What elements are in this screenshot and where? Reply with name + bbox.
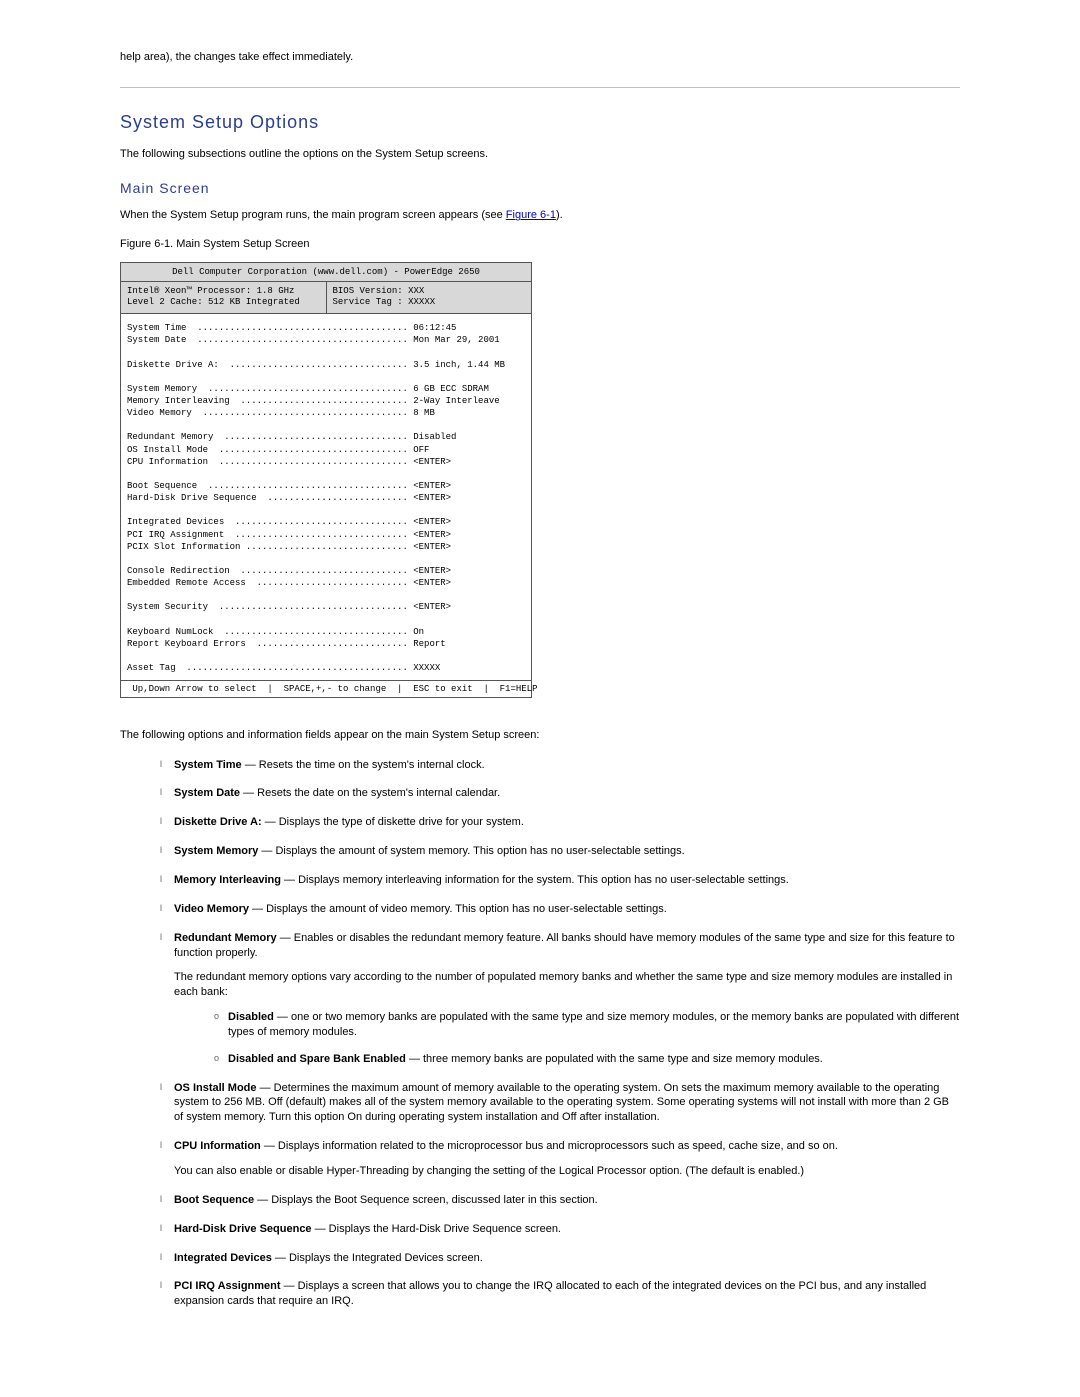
option-desc: — Enables or disables the redundant memo… xyxy=(174,932,955,959)
option-desc: — Resets the time on the system's intern… xyxy=(242,759,485,771)
option-term: Diskette Drive A: xyxy=(174,816,262,828)
bios-info-right-line2: Service Tag : XXXXX xyxy=(333,297,526,309)
intro-fragment: help area), the changes take effect imme… xyxy=(120,51,960,63)
bios-screenshot: Dell Computer Corporation (www.dell.com)… xyxy=(120,262,532,698)
option-term: Redundant Memory xyxy=(174,932,277,944)
option-text: Video Memory — Displays the amount of vi… xyxy=(174,903,667,915)
list-item: System Date — Resets the date on the sys… xyxy=(160,786,960,801)
bios-info-row: Intel® Xeon™ Processor: 1.8 GHz Level 2 … xyxy=(121,282,531,314)
option-desc: — Displays the type of diskette drive fo… xyxy=(262,816,524,828)
sub-item-term: Disabled xyxy=(228,1011,274,1023)
section-title: System Setup Options xyxy=(120,112,960,133)
option-desc: — Displays the Integrated Devices screen… xyxy=(272,1252,483,1264)
option-desc: — Displays the amount of system memory. … xyxy=(258,845,684,857)
list-item: OS Install Mode — Determines the maximum… xyxy=(160,1081,960,1126)
option-desc: — Displays the Boot Sequence screen, dis… xyxy=(254,1194,598,1206)
bios-header: Dell Computer Corporation (www.dell.com)… xyxy=(121,263,531,282)
option-term: Memory Interleaving xyxy=(174,874,281,886)
list-item: PCI IRQ Assignment — Displays a screen t… xyxy=(160,1279,960,1309)
option-term: Hard-Disk Drive Sequence xyxy=(174,1223,312,1235)
sub-list-item: Disabled — one or two memory banks are p… xyxy=(214,1010,960,1040)
list-item: System Memory — Displays the amount of s… xyxy=(160,844,960,859)
bios-info-left: Intel® Xeon™ Processor: 1.8 GHz Level 2 … xyxy=(121,282,327,313)
option-text: Boot Sequence — Displays the Boot Sequen… xyxy=(174,1194,598,1206)
bios-info-right-line1: BIOS Version: XXX xyxy=(333,286,526,298)
list-item: Redundant Memory — Enables or disables t… xyxy=(160,931,960,1067)
option-desc: — Displays a screen that allows you to c… xyxy=(174,1280,926,1307)
option-term: CPU Information xyxy=(174,1140,261,1152)
option-desc: — Displays information related to the mi… xyxy=(261,1140,838,1152)
list-item: CPU Information — Displays information r… xyxy=(160,1139,960,1179)
option-term: OS Install Mode xyxy=(174,1082,257,1094)
option-text: CPU Information — Displays information r… xyxy=(174,1140,838,1152)
option-list: System Time — Resets the time on the sys… xyxy=(120,758,960,1309)
sub-item-desc: — three memory banks are populated with … xyxy=(406,1053,823,1065)
option-term: Video Memory xyxy=(174,903,249,915)
sub-item-desc: — one or two memory banks are populated … xyxy=(228,1011,959,1038)
bios-info-left-line2: Level 2 Cache: 512 KB Integrated xyxy=(127,297,320,309)
figure-caption: Figure 6-1. Main System Setup Screen xyxy=(120,238,960,250)
option-desc: — Displays the Hard-Disk Drive Sequence … xyxy=(312,1223,561,1235)
subsection-title: Main Screen xyxy=(120,180,960,196)
list-item: Diskette Drive A: — Displays the type of… xyxy=(160,815,960,830)
option-term: System Memory xyxy=(174,845,258,857)
option-desc: — Displays memory interleaving informati… xyxy=(281,874,789,886)
sub-list: Disabled — one or two memory banks are p… xyxy=(174,1010,960,1067)
option-term: System Time xyxy=(174,759,242,771)
option-text: Hard-Disk Drive Sequence — Displays the … xyxy=(174,1223,561,1235)
section-intro: The following subsections outline the op… xyxy=(120,147,960,162)
option-term: System Date xyxy=(174,787,240,799)
option-desc: — Resets the date on the system's intern… xyxy=(240,787,500,799)
option-term: PCI IRQ Assignment xyxy=(174,1280,281,1292)
bios-info-right: BIOS Version: XXX Service Tag : XXXXX xyxy=(327,282,532,313)
option-text: System Time — Resets the time on the sys… xyxy=(174,759,485,771)
option-desc: — Determines the maximum amount of memor… xyxy=(174,1082,949,1124)
subsection-intro: When the System Setup program runs, the … xyxy=(120,208,960,223)
option-desc: — Displays the amount of video memory. T… xyxy=(249,903,667,915)
option-extra: You can also enable or disable Hyper-Thr… xyxy=(174,1164,960,1179)
section-divider xyxy=(120,87,960,88)
list-item: Integrated Devices — Displays the Integr… xyxy=(160,1251,960,1266)
list-item: System Time — Resets the time on the sys… xyxy=(160,758,960,773)
option-extra: The redundant memory options vary accord… xyxy=(174,970,960,1000)
option-text: Memory Interleaving — Displays memory in… xyxy=(174,874,789,886)
bios-body: System Time ............................… xyxy=(121,314,531,680)
list-item: Boot Sequence — Displays the Boot Sequen… xyxy=(160,1193,960,1208)
bios-info-left-line1: Intel® Xeon™ Processor: 1.8 GHz xyxy=(127,286,320,298)
sub-item-term: Disabled and Spare Bank Enabled xyxy=(228,1053,406,1065)
option-text: Redundant Memory — Enables or disables t… xyxy=(174,932,955,959)
list-item: Memory Interleaving — Displays memory in… xyxy=(160,873,960,888)
bios-footer: Up,Down Arrow to select | SPACE,+,- to c… xyxy=(121,680,531,697)
option-text: OS Install Mode — Determines the maximum… xyxy=(174,1082,949,1124)
subsection-intro-post: ). xyxy=(556,209,563,221)
option-text: PCI IRQ Assignment — Displays a screen t… xyxy=(174,1280,926,1307)
figure-link[interactable]: Figure 6-1 xyxy=(506,209,556,221)
option-text: Integrated Devices — Displays the Integr… xyxy=(174,1252,483,1264)
post-figure-text: The following options and information fi… xyxy=(120,728,960,743)
option-text: System Memory — Displays the amount of s… xyxy=(174,845,685,857)
sub-list-item: Disabled and Spare Bank Enabled — three … xyxy=(214,1052,960,1067)
list-item: Video Memory — Displays the amount of vi… xyxy=(160,902,960,917)
subsection-intro-pre: When the System Setup program runs, the … xyxy=(120,209,506,221)
option-term: Boot Sequence xyxy=(174,1194,254,1206)
option-term: Integrated Devices xyxy=(174,1252,272,1264)
option-text: System Date — Resets the date on the sys… xyxy=(174,787,500,799)
list-item: Hard-Disk Drive Sequence — Displays the … xyxy=(160,1222,960,1237)
option-text: Diskette Drive A: — Displays the type of… xyxy=(174,816,524,828)
